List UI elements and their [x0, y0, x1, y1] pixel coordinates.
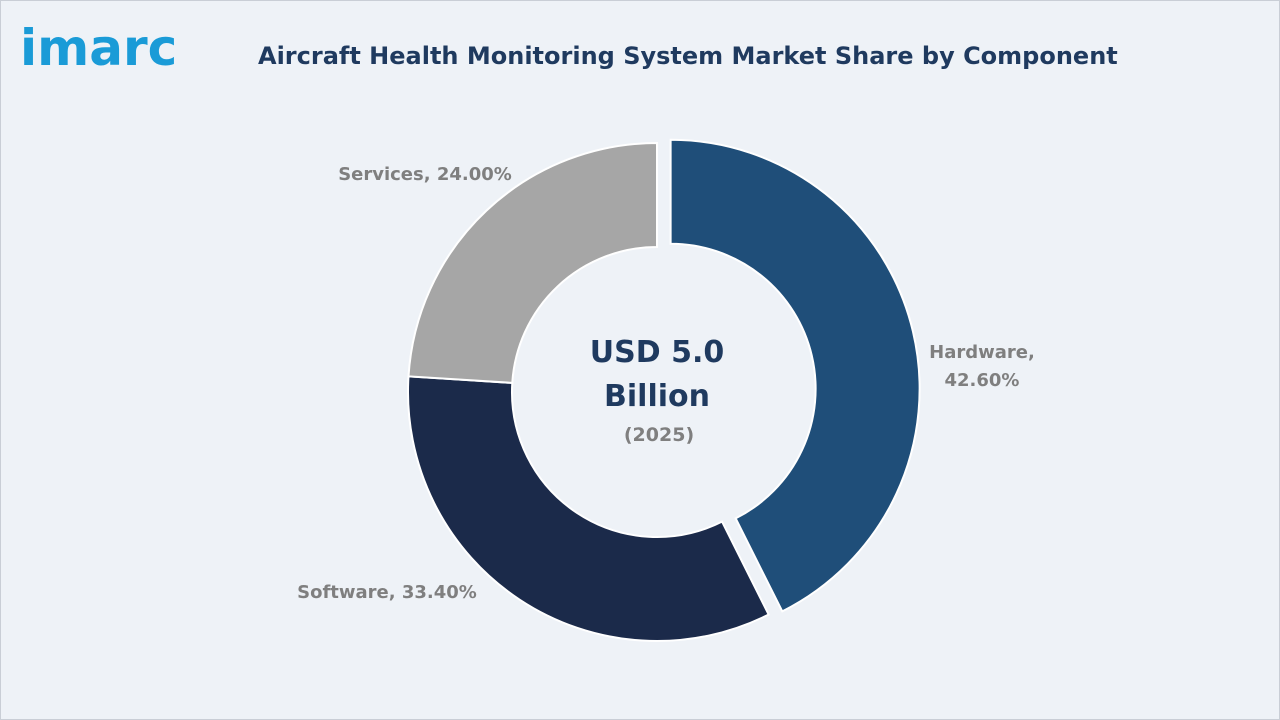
center-year: (2025) [624, 424, 694, 446]
center-value-line1: USD 5.0 [590, 335, 724, 370]
slice-hardware [669, 138, 921, 613]
donut-slices [407, 138, 921, 642]
logo-wordmark: imarc [20, 19, 178, 77]
slice-labels: Hardware, 42.60% Software, 33.40% Servic… [297, 164, 1035, 603]
slice-label-software: Software, 33.40% [297, 582, 477, 603]
slice-label-hardware-value: 42.60% [945, 370, 1020, 391]
slice-label-services: Services, 24.00% [338, 164, 512, 185]
slice-label-hardware-name: Hardware, [929, 342, 1035, 363]
center-label: USD 5.0 Billion (2025) [590, 335, 724, 446]
chart-title: Aircraft Health Monitoring System Market… [258, 42, 1118, 70]
center-value-line2: Billion [604, 379, 710, 414]
slice-software [407, 375, 770, 642]
imarc-logo: imarc [20, 19, 202, 86]
slice-services [407, 141, 658, 384]
